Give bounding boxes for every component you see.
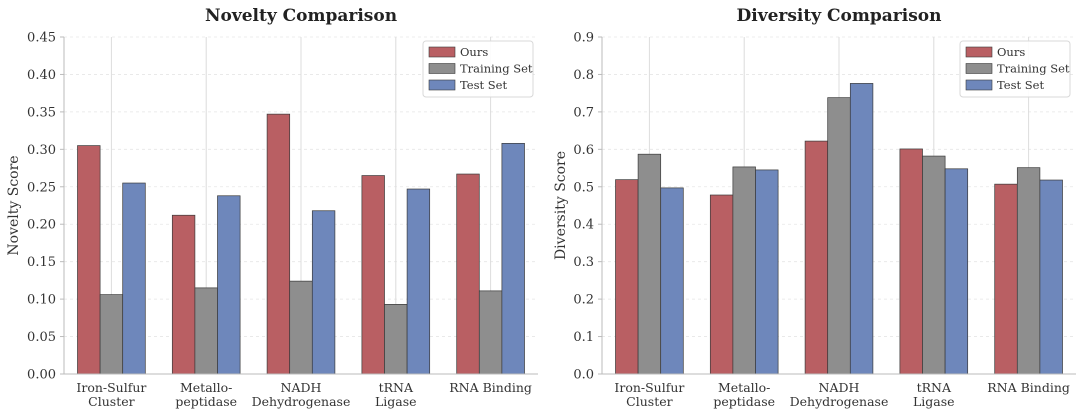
bar-test-set bbox=[311, 210, 336, 375]
x-tick-label-line: Ligase bbox=[375, 394, 417, 409]
y-tick-label: 0.00 bbox=[27, 368, 56, 383]
legend-label: Test Set bbox=[460, 78, 507, 92]
x-tick-label-line: Metallo- bbox=[718, 380, 770, 395]
x-tick-label: NADH Dehydrogenase bbox=[252, 380, 351, 409]
bar-test-set bbox=[755, 169, 779, 375]
x-tick-label: Iron-Sulfur Cluster bbox=[76, 380, 146, 409]
bar-ours bbox=[361, 175, 385, 375]
legend-swatch bbox=[965, 46, 993, 58]
bar-test-set bbox=[122, 182, 146, 375]
bar-ours bbox=[171, 214, 196, 375]
bar-training-set bbox=[384, 304, 408, 375]
bar-training-set bbox=[1016, 167, 1041, 375]
x-tick-label-line: Metallo- bbox=[180, 380, 232, 395]
bar-ours bbox=[266, 113, 291, 375]
y-tick-label: 0.2 bbox=[573, 293, 594, 308]
x-tick-label: Metallo-peptidase bbox=[713, 380, 775, 409]
bar-ours bbox=[709, 194, 734, 375]
legend-swatch bbox=[428, 63, 456, 74]
y-tick-label: 0.5 bbox=[573, 180, 594, 195]
x-tick-label: NADH Dehydrogenase bbox=[790, 380, 889, 409]
x-tick-label: Iron-Sulfur Cluster bbox=[614, 380, 684, 409]
bar-ours bbox=[456, 173, 480, 375]
x-tick-label: tRNA Ligase bbox=[375, 380, 417, 409]
x-tick-label-line: Ligase bbox=[913, 394, 955, 409]
bar-ours bbox=[77, 145, 101, 375]
x-tick-label-line: Dehydrogenase bbox=[790, 394, 889, 409]
y-tick-label: 0.9 bbox=[573, 31, 594, 46]
x-tick-label: RNA Binding bbox=[449, 380, 532, 395]
legend-swatch bbox=[428, 79, 456, 91]
bar-training-set bbox=[289, 280, 313, 375]
bar-test-set bbox=[660, 187, 684, 375]
legend-label: Training Set bbox=[997, 62, 1070, 76]
y-tick-label: 0.45 bbox=[27, 31, 56, 46]
y-tick-label: 0.20 bbox=[27, 218, 56, 233]
y-tick-label: 0.05 bbox=[27, 330, 56, 345]
y-tick-label: 0.6 bbox=[573, 143, 594, 158]
bar-ours bbox=[615, 179, 639, 375]
x-tick-label: RNA Binding bbox=[987, 380, 1070, 395]
x-tick-label-line: RNA Binding bbox=[449, 380, 532, 395]
x-tick-label: Metallo-peptidase bbox=[175, 380, 237, 409]
bar-training-set bbox=[827, 97, 851, 375]
y-tick-label: 0.25 bbox=[27, 180, 56, 195]
chart-1: 0.00 0.05 0.10 0.15 0.20 0.25 0.30 0.35 0.40 0.45… bbox=[6, 6, 538, 409]
x-tick-label-line: tRNA bbox=[917, 380, 952, 395]
x-tick-label-line: Cluster bbox=[88, 394, 134, 409]
bar-test-set bbox=[406, 188, 431, 375]
y-tick-label: 0.3 bbox=[573, 255, 594, 270]
y-tick-label: 0.15 bbox=[27, 255, 56, 270]
bar-test-set bbox=[501, 142, 525, 375]
legend-label: Ours bbox=[997, 45, 1025, 59]
x-tick-label-line: Iron-Sulfur bbox=[614, 380, 684, 395]
bar-test-set bbox=[1039, 179, 1063, 375]
legend-swatch bbox=[965, 63, 993, 74]
y-tick-label: 0.40 bbox=[27, 68, 56, 83]
bar-training-set bbox=[637, 153, 662, 375]
y-tick-label: 0.30 bbox=[27, 143, 56, 158]
x-tick-label: tRNA Ligase bbox=[913, 380, 955, 409]
bar-test-set bbox=[849, 83, 874, 375]
x-tick-label-line: Iron-Sulfur bbox=[76, 380, 146, 395]
bar-ours bbox=[804, 140, 829, 375]
y-axis-label: Novelty Score bbox=[6, 155, 22, 255]
legend: Ours Training Set Test Set bbox=[422, 40, 534, 98]
legend-label: Training Set bbox=[460, 62, 533, 76]
chart-title: Diversity Comparison bbox=[737, 6, 942, 26]
legend-swatch bbox=[965, 79, 993, 91]
chart-title: Novelty Comparison bbox=[205, 6, 397, 26]
bar-test-set bbox=[944, 168, 969, 375]
x-tick-label-line: peptidase bbox=[175, 394, 237, 409]
bar-training-set bbox=[194, 287, 218, 375]
legend-swatch bbox=[428, 46, 456, 58]
bar-test-set bbox=[217, 195, 241, 375]
y-tick-label: 0.10 bbox=[27, 293, 56, 308]
bar-ours bbox=[994, 183, 1018, 375]
x-tick-label-line: tRNA bbox=[379, 380, 414, 395]
bar-ours bbox=[899, 148, 923, 375]
y-tick-label: 0.0 bbox=[573, 368, 594, 383]
y-tick-label: 0.35 bbox=[27, 105, 56, 120]
x-tick-label-line: peptidase bbox=[713, 394, 775, 409]
x-tick-label-line: RNA Binding bbox=[987, 380, 1070, 395]
legend-label: Ours bbox=[460, 45, 488, 59]
legend-label: Test Set bbox=[997, 78, 1044, 92]
x-tick-label-line: NADH bbox=[281, 380, 322, 395]
bar-training-set bbox=[478, 290, 503, 375]
bar-training-set bbox=[732, 166, 756, 375]
chart-2: 0.0 0.1 0.2 0.3 0.4 0.5 0.6 0.7 0.8 0.9 Iron-Sulfu… bbox=[553, 6, 1076, 409]
y-tick-label: 0.1 bbox=[573, 330, 594, 345]
x-tick-label-line: Dehydrogenase bbox=[252, 394, 351, 409]
x-tick-label-line: Cluster bbox=[626, 394, 672, 409]
y-axis-label: Diversity Score bbox=[553, 151, 569, 260]
legend: Ours Training Set Test Set bbox=[959, 40, 1071, 98]
y-tick-label: 0.4 bbox=[573, 218, 594, 233]
y-tick-label: 0.8 bbox=[573, 68, 594, 83]
bar-training-set bbox=[99, 294, 124, 375]
x-tick-label-line: NADH bbox=[819, 380, 860, 395]
bar-training-set bbox=[922, 155, 946, 375]
y-tick-label: 0.7 bbox=[573, 105, 594, 120]
